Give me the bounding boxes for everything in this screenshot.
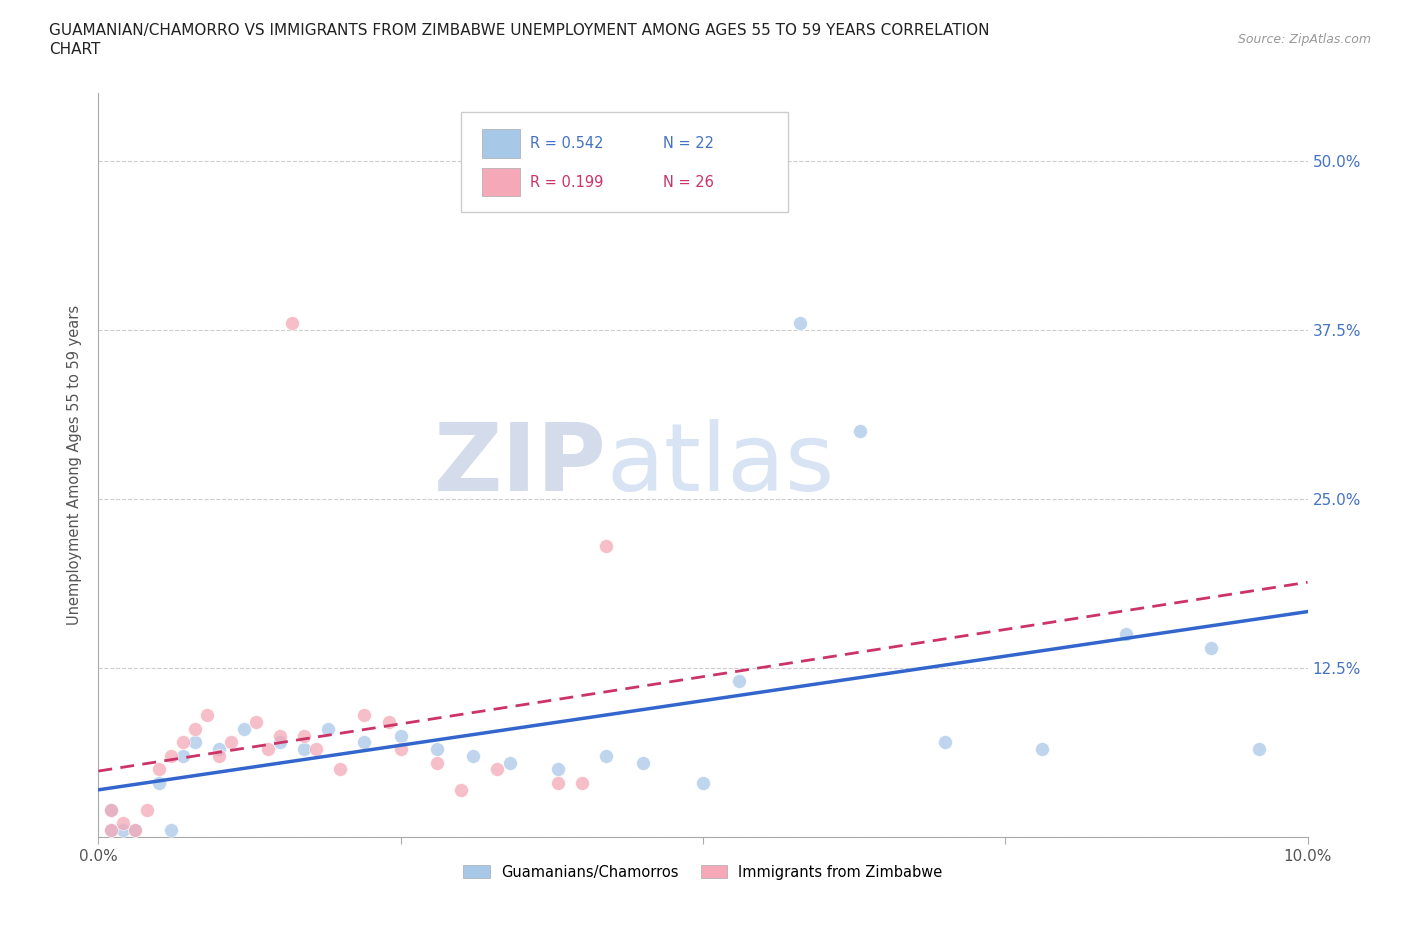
Point — [281, 315, 304, 330]
Point — [547, 776, 569, 790]
Text: N = 26: N = 26 — [664, 175, 714, 190]
Point — [353, 735, 375, 750]
Y-axis label: Unemployment Among Ages 55 to 59 years: Unemployment Among Ages 55 to 59 years — [67, 305, 83, 625]
Point — [232, 722, 254, 737]
Point — [1249, 741, 1271, 756]
Text: atlas: atlas — [606, 419, 835, 511]
Point — [184, 735, 207, 750]
Point — [426, 755, 449, 770]
Point — [789, 315, 811, 330]
Point — [100, 803, 122, 817]
Point — [100, 823, 122, 838]
Point — [486, 762, 509, 777]
Point — [148, 776, 170, 790]
Point — [148, 762, 170, 777]
Point — [692, 776, 714, 790]
Point — [208, 741, 231, 756]
FancyBboxPatch shape — [461, 112, 787, 212]
Point — [934, 735, 956, 750]
Point — [172, 735, 194, 750]
Point — [547, 762, 569, 777]
Point — [463, 749, 485, 764]
Point — [124, 823, 146, 838]
Text: N = 22: N = 22 — [664, 136, 714, 151]
Legend: Guamanians/Chamorros, Immigrants from Zimbabwe: Guamanians/Chamorros, Immigrants from Zi… — [457, 858, 949, 885]
Point — [292, 728, 315, 743]
Point — [377, 714, 399, 729]
Point — [292, 741, 315, 756]
Text: ZIP: ZIP — [433, 419, 606, 511]
Text: R = 0.199: R = 0.199 — [530, 175, 603, 190]
Point — [571, 776, 593, 790]
Text: Source: ZipAtlas.com: Source: ZipAtlas.com — [1237, 33, 1371, 46]
Point — [208, 749, 231, 764]
Point — [849, 424, 872, 439]
Point — [221, 735, 243, 750]
Point — [353, 708, 375, 723]
Point — [595, 538, 617, 553]
Point — [195, 708, 218, 723]
Point — [124, 823, 146, 838]
Text: GUAMANIAN/CHAMORRO VS IMMIGRANTS FROM ZIMBABWE UNEMPLOYMENT AMONG AGES 55 TO 59 : GUAMANIAN/CHAMORRO VS IMMIGRANTS FROM ZI… — [49, 23, 990, 38]
Point — [450, 782, 472, 797]
Point — [100, 803, 122, 817]
Point — [329, 762, 352, 777]
Point — [1031, 741, 1053, 756]
Point — [1199, 640, 1222, 655]
Point — [389, 741, 412, 756]
Point — [316, 722, 339, 737]
Point — [160, 749, 183, 764]
Point — [256, 741, 278, 756]
Point — [631, 755, 654, 770]
Point — [1115, 627, 1137, 642]
Point — [595, 749, 617, 764]
Point — [728, 674, 751, 689]
Point — [111, 823, 134, 838]
Point — [305, 741, 328, 756]
Text: CHART: CHART — [49, 42, 101, 57]
Point — [160, 823, 183, 838]
Point — [269, 735, 291, 750]
FancyBboxPatch shape — [482, 168, 520, 196]
Point — [426, 741, 449, 756]
Point — [135, 803, 157, 817]
Point — [389, 728, 412, 743]
Point — [498, 755, 520, 770]
Point — [184, 722, 207, 737]
Point — [100, 823, 122, 838]
Point — [269, 728, 291, 743]
Point — [172, 749, 194, 764]
FancyBboxPatch shape — [482, 129, 520, 158]
Text: R = 0.542: R = 0.542 — [530, 136, 603, 151]
Point — [245, 714, 267, 729]
Point — [111, 816, 134, 830]
